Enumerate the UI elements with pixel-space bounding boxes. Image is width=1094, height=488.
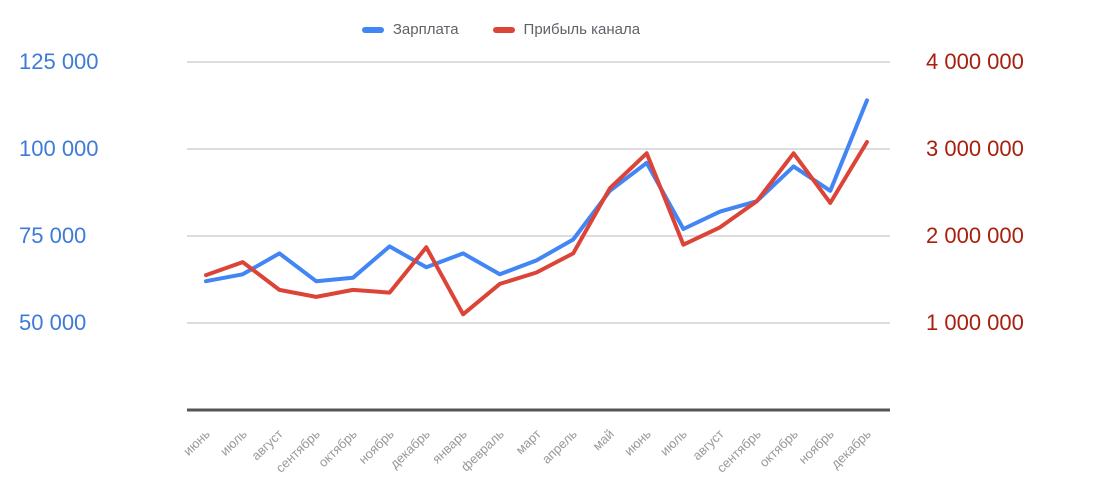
legend-label-salary: Зарплата (392, 21, 459, 38)
y-axis-right-label: 2 000 000 (926, 223, 1024, 248)
y-axis-left-label: 125 000 (19, 49, 99, 74)
legend-item-channel-profit: Прибыль канала (492, 21, 641, 38)
y-axis-left-label: 75 000 (19, 223, 87, 248)
chart-legend: Зарплата Прибыль канала (0, 21, 1048, 38)
legend-item-salary: Зарплата (361, 21, 459, 38)
y-axis-left-label: 50 000 (19, 310, 87, 335)
y-axis-right-label: 3 000 000 (926, 136, 1024, 161)
series-line-1 (204, 140, 869, 317)
y-axis-left-label: 100 000 (19, 136, 99, 161)
y-axis-right-label: 1 000 000 (926, 310, 1024, 335)
salary-series-swatch-icon (361, 26, 384, 33)
y-axis-right-label: 4 000 000 (926, 49, 1024, 74)
series-line-0 (204, 98, 869, 284)
channel-profit-series-swatch-icon (492, 26, 515, 33)
legend-label-channel-profit: Прибыль канала (523, 21, 641, 38)
